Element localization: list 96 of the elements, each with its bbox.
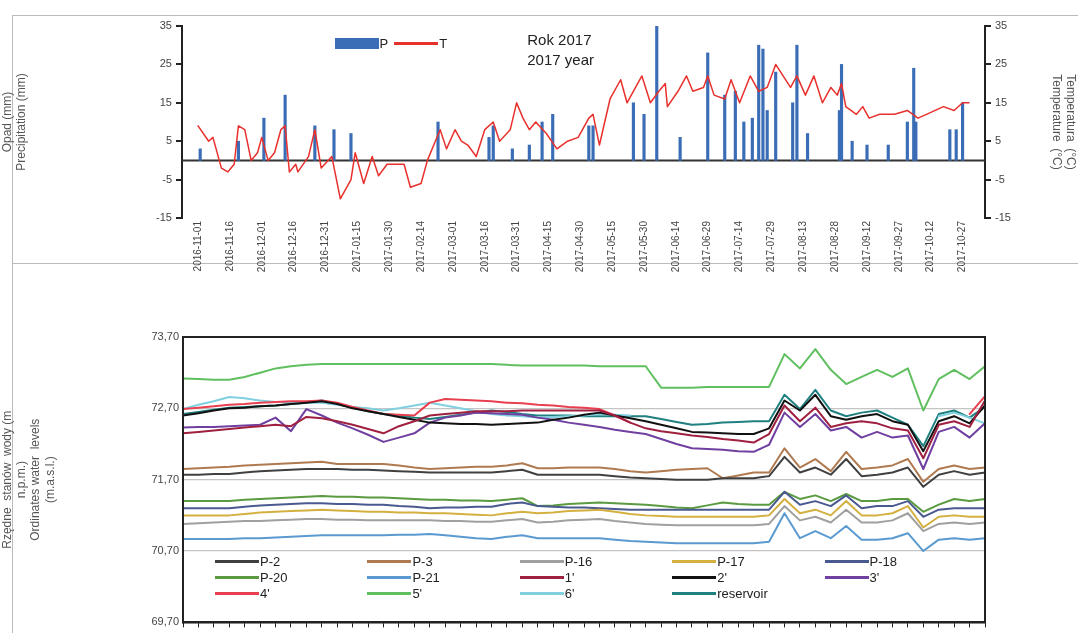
x-tick-label: 2017-10-27 bbox=[956, 220, 968, 273]
x-tick-label: 2017-01-30 bbox=[382, 220, 394, 273]
bar bbox=[591, 125, 595, 161]
x-tick-label: 2016-11-01 bbox=[191, 220, 203, 272]
y2-tick-label: -15 bbox=[995, 211, 1011, 224]
y-tick-label: 72,70 bbox=[151, 401, 179, 414]
bar bbox=[631, 102, 635, 161]
legend-label: 2' bbox=[717, 570, 727, 586]
x-tick-label: 2017-08-28 bbox=[828, 220, 840, 273]
x-tick-label: 2017-09-12 bbox=[860, 220, 872, 273]
bar bbox=[491, 125, 495, 161]
y2-tick-label: -5 bbox=[995, 172, 1005, 185]
bar bbox=[750, 117, 754, 161]
y-tick-label: 35 bbox=[159, 19, 172, 32]
y-axis-title: Rzędne stanów wody (m n.p.m.) Ordinates water levels (m.a.s.l.) bbox=[0, 410, 57, 549]
bar bbox=[948, 129, 952, 161]
x-tick-label: 2016-12-31 bbox=[319, 220, 331, 273]
x-tick-label: 2017-01-15 bbox=[351, 220, 363, 273]
legend-label: 1' bbox=[564, 570, 575, 586]
bar bbox=[850, 140, 854, 161]
x-tick-label: 2017-05-30 bbox=[637, 220, 649, 273]
bar bbox=[954, 129, 958, 161]
x-tick-label: 2017-03-01 bbox=[446, 220, 458, 273]
bar bbox=[805, 133, 810, 161]
bar bbox=[198, 148, 202, 161]
x-tick-label: 2017-10-12 bbox=[924, 220, 936, 273]
bar bbox=[886, 144, 890, 161]
legend-label: 6' bbox=[564, 586, 575, 602]
x-tick-label: 2017-07-29 bbox=[765, 220, 777, 273]
y-tick-label: 15 bbox=[159, 95, 172, 108]
bar bbox=[527, 144, 531, 161]
y2-axis-title: Temperatura (°C) Temperature (°C) bbox=[1050, 74, 1078, 170]
bar bbox=[723, 94, 727, 161]
x-tick-label: 2016-12-01 bbox=[255, 220, 267, 273]
legend-label: P bbox=[379, 36, 389, 51]
legend-label: P-20 bbox=[260, 570, 288, 586]
y-tick-label: -5 bbox=[162, 172, 172, 185]
legend-label: P-16 bbox=[564, 554, 593, 570]
legend-label: T bbox=[439, 36, 448, 51]
bar bbox=[706, 52, 710, 161]
legend-label: P-3 bbox=[412, 554, 433, 570]
x-tick-label: 2017-06-14 bbox=[669, 220, 681, 273]
y-tick-label: 70,70 bbox=[151, 544, 179, 557]
x-tick-label: 2017-04-30 bbox=[574, 220, 586, 273]
annotation: Rok 2017 bbox=[527, 30, 593, 50]
x-tick-label: 2017-08-13 bbox=[797, 220, 809, 273]
legend-label: 5' bbox=[412, 586, 423, 602]
y-tick-label: 5 bbox=[165, 134, 172, 147]
bar bbox=[332, 129, 336, 161]
legend-label: reservoir bbox=[717, 586, 768, 602]
y-tick-label: 73,70 bbox=[151, 330, 179, 343]
bar bbox=[642, 113, 646, 161]
bar bbox=[774, 71, 778, 161]
x-tick-label: 2017-04-15 bbox=[542, 220, 554, 273]
bar bbox=[655, 26, 659, 161]
legend-label: P-17 bbox=[717, 554, 745, 570]
x-tick-label: 2017-07-14 bbox=[733, 220, 745, 273]
bar bbox=[510, 148, 514, 161]
bar bbox=[905, 121, 909, 161]
bar bbox=[587, 125, 591, 161]
y2-tick-label: 15 bbox=[995, 95, 1008, 108]
x-tick-label: 2017-02-14 bbox=[414, 220, 426, 273]
x-tick-label: 2017-05-15 bbox=[605, 220, 617, 273]
bar bbox=[865, 144, 869, 161]
bar bbox=[960, 102, 965, 161]
bar bbox=[678, 137, 682, 161]
legend-label: P-21 bbox=[412, 570, 440, 586]
bar bbox=[757, 44, 761, 161]
annotation: 2017 year bbox=[527, 50, 594, 70]
bar bbox=[795, 44, 799, 161]
y-tick-label: -15 bbox=[156, 211, 172, 224]
y-axis-title: Opad (mm) Precipitation (mm) bbox=[0, 73, 28, 171]
y2-tick-label: 5 bbox=[995, 134, 1002, 147]
x-tick-label: 2017-03-16 bbox=[478, 220, 490, 273]
bar bbox=[349, 133, 353, 161]
bar bbox=[436, 121, 440, 161]
y-tick-label: 71,70 bbox=[151, 472, 179, 485]
legend-label: P-18 bbox=[869, 554, 898, 570]
legend-label: P-2 bbox=[260, 554, 281, 570]
y2-tick-label: 25 bbox=[995, 57, 1008, 70]
legend-label: 4' bbox=[260, 586, 270, 602]
y-tick-label: 25 bbox=[159, 57, 172, 70]
y-tick-label: 69,70 bbox=[151, 615, 179, 628]
bar bbox=[551, 113, 555, 161]
legend-label: 3' bbox=[869, 570, 880, 586]
x-tick-label: 2017-09-27 bbox=[892, 220, 904, 273]
y2-tick-label: 35 bbox=[995, 19, 1008, 32]
bar bbox=[839, 64, 844, 161]
bar bbox=[236, 140, 240, 161]
bar bbox=[742, 121, 746, 161]
x-tick-label: 2017-03-31 bbox=[510, 220, 522, 273]
bar bbox=[761, 48, 765, 161]
x-tick-label: 2016-12-16 bbox=[287, 220, 299, 273]
bar bbox=[733, 90, 737, 161]
x-tick-label: 2017-06-29 bbox=[701, 220, 713, 273]
x-tick-label: 2016-11-16 bbox=[223, 220, 235, 272]
